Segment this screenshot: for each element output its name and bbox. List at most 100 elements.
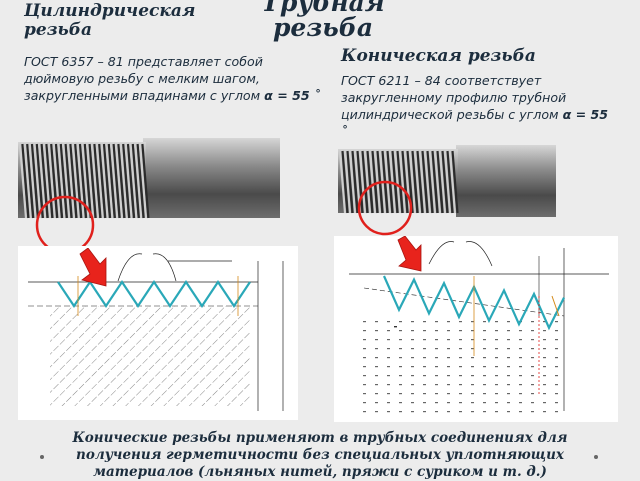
hatch-mark [483, 402, 486, 404]
hatch-mark [435, 366, 438, 368]
thread-ridge [441, 150, 449, 214]
hatch-mark [411, 402, 414, 404]
hatch-mark [387, 339, 390, 341]
hatch-mark [363, 366, 366, 368]
slide-title: Трубная резьба [261, 0, 385, 42]
thread-ridge [426, 150, 434, 214]
thread-ridge [136, 143, 145, 219]
hatch-mark [447, 402, 450, 404]
thread-ridge [393, 150, 402, 214]
hatch-mark [531, 357, 534, 359]
hatch-mark [555, 393, 558, 395]
hatch-mark [495, 321, 498, 323]
thread-ridge [448, 150, 457, 214]
thread-ridge [81, 143, 90, 219]
thread-ridge [138, 143, 148, 219]
hatch-mark [411, 411, 414, 413]
hatch-mark [363, 348, 366, 350]
hatch-mark [495, 348, 498, 350]
cylindrical-angle: α = 55 ˚ [264, 88, 321, 103]
hatch-mark [387, 393, 390, 395]
hatch-mark [399, 384, 402, 386]
hatch-mark [459, 393, 462, 395]
hatch-mark [543, 330, 546, 332]
thread-ridge [30, 143, 40, 219]
hatch-mark [363, 357, 366, 359]
hatch-mark [471, 330, 474, 332]
hatch-mark [459, 330, 462, 332]
hatch-mark [363, 402, 366, 404]
hatch-mark [447, 348, 450, 350]
hatch-mark [555, 375, 558, 377]
cylindrical-profile-diagram [18, 246, 298, 420]
thread-ridge [126, 143, 136, 219]
thread-ridge [40, 143, 49, 219]
hatch-mark [507, 375, 510, 377]
hatch-mark [459, 375, 462, 377]
hatch-mark [519, 339, 522, 341]
hatch-mark [471, 384, 474, 386]
hatch-mark [375, 321, 378, 323]
hatch-mark [507, 339, 510, 341]
hatch-mark [543, 402, 546, 404]
thread-ridge [66, 143, 76, 219]
thread-ridge [451, 150, 459, 214]
thread-ridge [346, 150, 354, 214]
hatch-mark [507, 393, 510, 395]
thread-ridge [45, 143, 54, 219]
thread-ridge [134, 143, 143, 219]
hatch-mark [411, 330, 414, 332]
thread-ridge [26, 143, 35, 219]
hatch-mark [363, 339, 366, 341]
hatch-mark [483, 411, 486, 413]
hatch-mark [387, 366, 390, 368]
hatch-mark [411, 393, 414, 395]
hatch-mark [495, 384, 498, 386]
thread-ridge [110, 143, 119, 219]
hatch-mark [435, 402, 438, 404]
hatch-mark [435, 393, 438, 395]
hatch-mark [387, 402, 390, 404]
thread-ridge [76, 143, 85, 219]
hatch-mark [459, 411, 462, 413]
thread-ridge [431, 150, 439, 214]
hatch-mark [459, 348, 462, 350]
thread-ridge [52, 143, 61, 219]
hatch-mark [483, 357, 486, 359]
hatch-mark [483, 393, 486, 395]
hatch-mark [495, 330, 498, 332]
thread-ridge [107, 143, 116, 219]
thread-ridge [98, 143, 107, 219]
hatch-mark [375, 411, 378, 413]
hatch-mark [519, 357, 522, 359]
hatch-mark [387, 348, 390, 350]
hatch-mark [435, 357, 438, 359]
hatch-mark [435, 321, 438, 323]
hatch-mark [387, 321, 390, 323]
hatch-mark [543, 366, 546, 368]
thread-ridge [59, 143, 68, 219]
hatch-mark [375, 348, 378, 350]
thread-ridge [363, 150, 372, 214]
hatch-mark [363, 393, 366, 395]
hatch-mark [507, 402, 510, 404]
hatch-mark [423, 375, 426, 377]
thread-ridge [129, 143, 138, 219]
hatch-mark [375, 357, 378, 359]
hatch-mark [363, 384, 366, 386]
hatch-mark [423, 357, 426, 359]
hatch-mark [483, 348, 486, 350]
hatch-mark [411, 357, 414, 359]
hatch-mark [507, 384, 510, 386]
conical-profile-diagram [334, 236, 618, 422]
hatch-mark [459, 339, 462, 341]
hatch-mark [423, 393, 426, 395]
hatch-mark [375, 330, 378, 332]
hatch-mark [543, 384, 546, 386]
hatch-mark [531, 339, 534, 341]
thread-ridge [436, 150, 444, 214]
hatch-mark [411, 375, 414, 377]
cylindrical-profile-svg [28, 253, 284, 411]
hatch-mark [387, 357, 390, 359]
hatch-mark [387, 330, 390, 332]
